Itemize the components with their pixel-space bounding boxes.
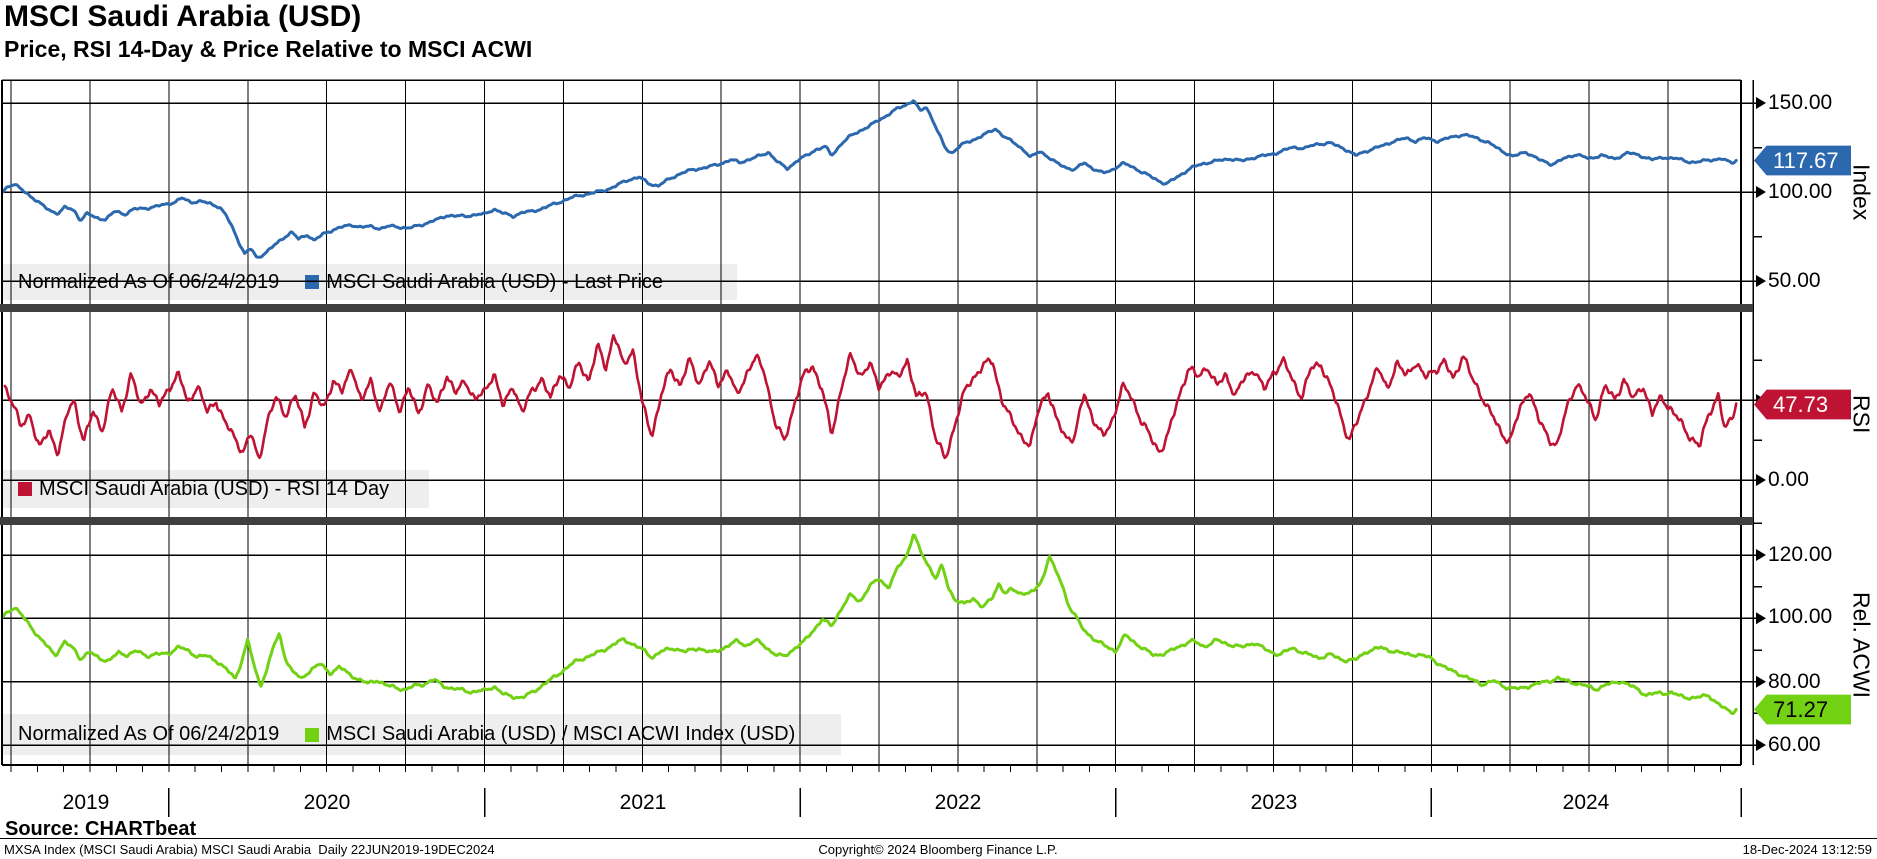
legend-relative[interactable]: Normalized As Of 06/24/2019 MSCI Saudi A…: [2, 714, 842, 755]
legend-relative-label: MSCI Saudi Arabia (USD) / MSCI ACWI Inde…: [326, 723, 796, 745]
axis-tick-50: 50.00: [1768, 269, 1821, 292]
x-axis-year-2020: 2020: [303, 791, 351, 814]
x-axis-year-2019: 2019: [62, 791, 110, 814]
axis-title-rel-acwi: Rel. ACWI: [1848, 591, 1875, 699]
footer-copyright: Copyright© 2024 Bloomberg Finance L.P.: [818, 842, 1058, 857]
x-axis-year-2022: 2022: [934, 791, 982, 814]
last-price-badge[interactable]: 117.67: [1754, 145, 1851, 176]
page-title: MSCI Saudi Arabia (USD): [4, 0, 362, 33]
last-relative-badge[interactable]: 71.27: [1754, 694, 1851, 725]
last-rsi-badge[interactable]: 47.73: [1754, 389, 1851, 420]
axis-tick-120: 120.00: [1768, 543, 1833, 566]
axis-tick-150: 150.00: [1768, 91, 1833, 114]
x-axis-year-2023: 2023: [1250, 791, 1298, 814]
last-rsi-value: 47.73: [1773, 391, 1829, 417]
last-price-value: 117.67: [1773, 147, 1839, 173]
price-series-marker-icon: [305, 275, 320, 289]
axis-tick-rel-100: 100.00: [1768, 605, 1833, 628]
x-axis-year-2021: 2021: [619, 791, 667, 814]
footer-divider: [0, 838, 1877, 839]
footer-timestamp: 18-Dec-2024 13:12:59: [1742, 842, 1872, 857]
x-axis-year-2024: 2024: [1562, 791, 1610, 814]
page-subtitle: Price, RSI 14-Day & Price Relative to MS…: [4, 36, 533, 62]
axis-tick-80: 80.00: [1768, 670, 1821, 693]
rel-series-marker-icon: [305, 727, 320, 742]
legend-price[interactable]: Normalized As Of 06/24/2019 MSCI Saudi A…: [2, 264, 738, 300]
last-relative-value: 71.27: [1773, 696, 1829, 722]
axis-tick-100: 100.00: [1768, 180, 1833, 203]
axis-tick-60: 60.00: [1768, 733, 1821, 756]
axis-title-index: Index: [1848, 163, 1875, 221]
legend-rsi[interactable]: MSCI Saudi Arabia (USD) - RSI 14 Day: [2, 470, 430, 508]
rsi-series-marker-icon: [18, 482, 32, 496]
source-label: Source: CHARTbeat: [5, 818, 197, 840]
axis-title-rsi: RSI: [1848, 395, 1875, 434]
footer-security-info: MXSA Index (MSCI Saudi Arabia) MSCI Saud…: [4, 842, 495, 857]
legend-normalized-note-2: Normalized As Of 06/24/2019: [18, 723, 280, 745]
axis-tick-rsi-0: 0.00: [1768, 468, 1809, 491]
legend-rsi-label: MSCI Saudi Arabia (USD) - RSI 14 Day: [39, 477, 390, 500]
